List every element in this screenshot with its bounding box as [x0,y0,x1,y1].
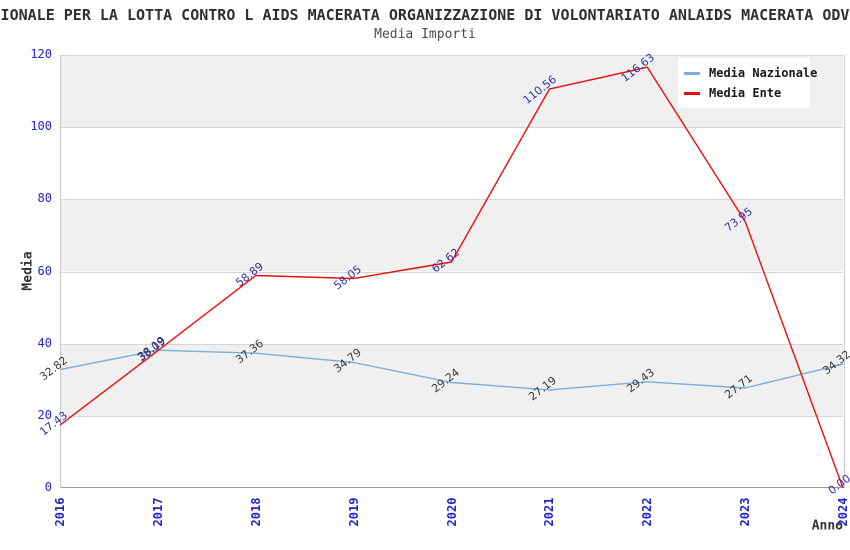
y-tick-label: 20 [37,407,52,422]
x-tick-label: 2023 [738,497,753,527]
plot-area: 32.82 38.19 37.36 34.79 29.24 27.19 29.43 27.71… [37,51,850,497]
plot-band [60,343,843,416]
gridline [60,199,843,201]
chart-title: IONALE PER LA LOTTA CONTRO L AIDS MACERA… [0,6,850,24]
x-tick-label: 2019 [346,497,361,527]
legend-label: Media Nazionale [709,66,818,80]
legend-label: Media Ente [709,86,782,100]
legend-item-media-nazionale: Media Nazionale [684,63,817,83]
plot-band [60,199,843,272]
x-tick-label: 2016 [53,497,67,527]
y-tick-label: 120 [30,47,52,61]
series-lines [59,66,844,489]
series-line-media-ente [59,66,844,489]
gridline [60,415,843,417]
gridline [60,55,843,56]
y-tick-label: 40 [37,335,52,350]
x-tick-label: 2018 [248,497,263,527]
gridline [60,271,843,273]
x-tick-label: 2021 [542,497,557,527]
gridline [60,127,843,129]
chart-subtitle: Media Importi [374,27,476,42]
y-tick-label: 60 [37,263,52,278]
x-axis-title: Anno [811,518,843,534]
y-tick-label: 0 [44,480,52,494]
x-axis-line [60,487,844,488]
legend-line-swatch [684,71,700,75]
legend-line-swatch [684,91,700,95]
x-tick-label: 2024 [836,497,850,527]
gridline [60,343,843,345]
x-tick-label: 2022 [640,497,655,527]
y-tick-label: 80 [37,191,52,206]
legend-item-media-ente: Media Ente [684,83,810,103]
x-tick-label: 2020 [444,497,459,527]
legend: Media Nazionale Media Ente [678,58,817,108]
series-line-media-nazionale [59,349,844,391]
x-tick-label: 2017 [150,497,165,527]
y-tick-label: 100 [30,119,52,134]
